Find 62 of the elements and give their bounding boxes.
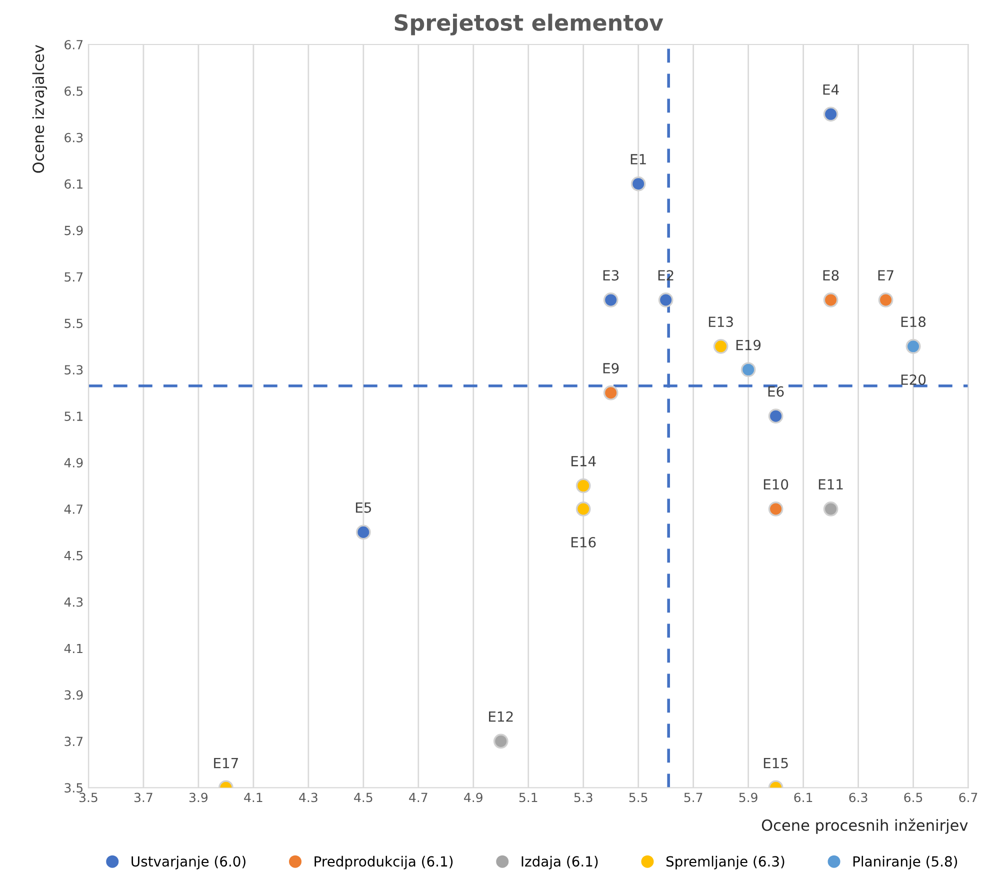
annotation: E11 — [818, 479, 843, 490]
y-tick-label: 4.1 — [64, 644, 82, 654]
y-tick-label: 3.7 — [64, 736, 83, 746]
x-tick-label: 5.7 — [684, 792, 702, 802]
y-tick-label: 5.1 — [64, 412, 82, 421]
x-tick-label: 5.1 — [519, 792, 538, 802]
annotation: E8 — [823, 270, 839, 281]
x-tick-label: 4.9 — [464, 792, 482, 802]
annotation: E16 — [571, 536, 596, 548]
x-tick-label: 6.5 — [904, 792, 922, 802]
annotation: E2 — [658, 270, 674, 280]
annotation: E9 — [603, 362, 619, 374]
legend-label: Spremljanje (6.3) — [666, 856, 784, 870]
annotation: E13 — [708, 316, 733, 328]
y-tick-label: 4.9 — [64, 458, 83, 468]
y-tick-label: 6.1 — [64, 179, 82, 189]
y-tick-label: 4.3 — [64, 597, 83, 607]
y-tick-label: 5.3 — [64, 365, 83, 375]
annotation: E20 — [901, 374, 926, 385]
x-tick-label: 6.3 — [849, 792, 868, 802]
x-tick-label: 4.3 — [299, 792, 318, 802]
y-tick-label: 3.9 — [64, 690, 83, 700]
legend-label: Izdaja (6.1) — [522, 856, 598, 870]
annotation: E3 — [603, 270, 619, 281]
x-tick-label: 4.1 — [244, 792, 262, 802]
annotation: E14 — [571, 456, 596, 466]
annotation: E12 — [489, 711, 513, 722]
annotation: E6 — [768, 386, 784, 397]
annotation: E5 — [356, 502, 371, 513]
annotation: E4 — [823, 84, 839, 95]
x-tick-label: 6.1 — [794, 792, 812, 802]
annotation: E15 — [764, 758, 788, 768]
chart-title: Sprejetost elementov — [394, 14, 664, 36]
y-tick-label: 6.7 — [64, 40, 83, 50]
x-tick-label: 3.7 — [134, 792, 152, 802]
annotation: E1 — [630, 154, 646, 164]
y-tick-label: 6.5 — [64, 86, 83, 96]
y-tick-label: 5.5 — [64, 318, 83, 328]
legend-label: Predprodukcija (6.1) — [314, 856, 453, 870]
y-tick-label: 4.5 — [64, 551, 83, 560]
annotation: E18 — [901, 316, 926, 328]
x-tick-label: 5.9 — [739, 792, 758, 802]
y-axis-title: Ocene izvajalcev — [32, 44, 48, 173]
x-tick-label: 6.7 — [959, 792, 978, 802]
y-tick-label: 5.9 — [64, 226, 83, 236]
y-tick-label: 5.7 — [64, 272, 83, 282]
annotation: E17 — [214, 758, 238, 768]
annotation: E7 — [878, 270, 894, 280]
annotation: E10 — [764, 479, 788, 490]
y-tick-label: 4.7 — [64, 504, 83, 514]
annotation: E19 — [736, 340, 761, 350]
legend-label: Ustvarjanje (6.0) — [132, 856, 246, 870]
x-tick-label: 5.5 — [629, 792, 648, 802]
x-axis-title: Ocene procesnih inženirjev — [762, 818, 968, 834]
x-tick-label: 5.3 — [574, 792, 592, 802]
x-tick-label: 4.7 — [409, 792, 428, 802]
y-tick-label: 3.5 — [64, 783, 83, 793]
x-tick-label: 3.5 — [79, 792, 98, 802]
x-tick-label: 3.9 — [189, 792, 208, 802]
x-tick-label: 4.5 — [354, 792, 372, 802]
y-tick-label: 6.3 — [64, 132, 83, 142]
legend-label: Planiranje (5.8) — [853, 856, 958, 870]
